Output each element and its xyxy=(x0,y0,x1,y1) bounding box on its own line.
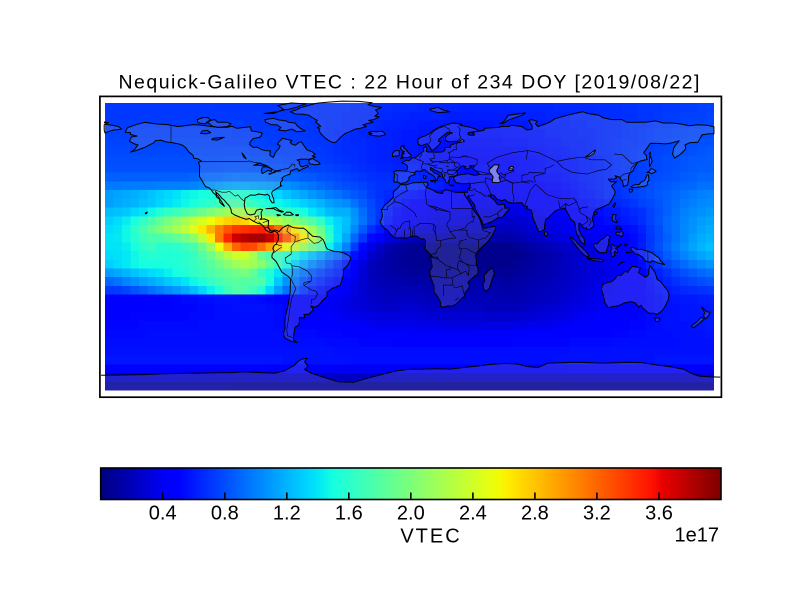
svg-text:2.0: 2.0 xyxy=(397,503,425,525)
svg-text:3.2: 3.2 xyxy=(583,503,611,525)
svg-text:2.4: 2.4 xyxy=(459,503,487,525)
svg-text:0.8: 0.8 xyxy=(211,503,239,525)
svg-text:2.8: 2.8 xyxy=(521,503,549,525)
svg-text:1.6: 1.6 xyxy=(335,503,363,525)
svg-text:VTEC: VTEC xyxy=(400,526,461,548)
svg-text:1e17: 1e17 xyxy=(675,525,720,547)
svg-text:Nequick-Galileo VTEC : 22 Hour: Nequick-Galileo VTEC : 22 Hour of 234 DO… xyxy=(118,72,701,94)
svg-text:0.4: 0.4 xyxy=(149,503,177,525)
svg-text:1.2: 1.2 xyxy=(273,503,301,525)
svg-text:3.6: 3.6 xyxy=(645,503,673,525)
